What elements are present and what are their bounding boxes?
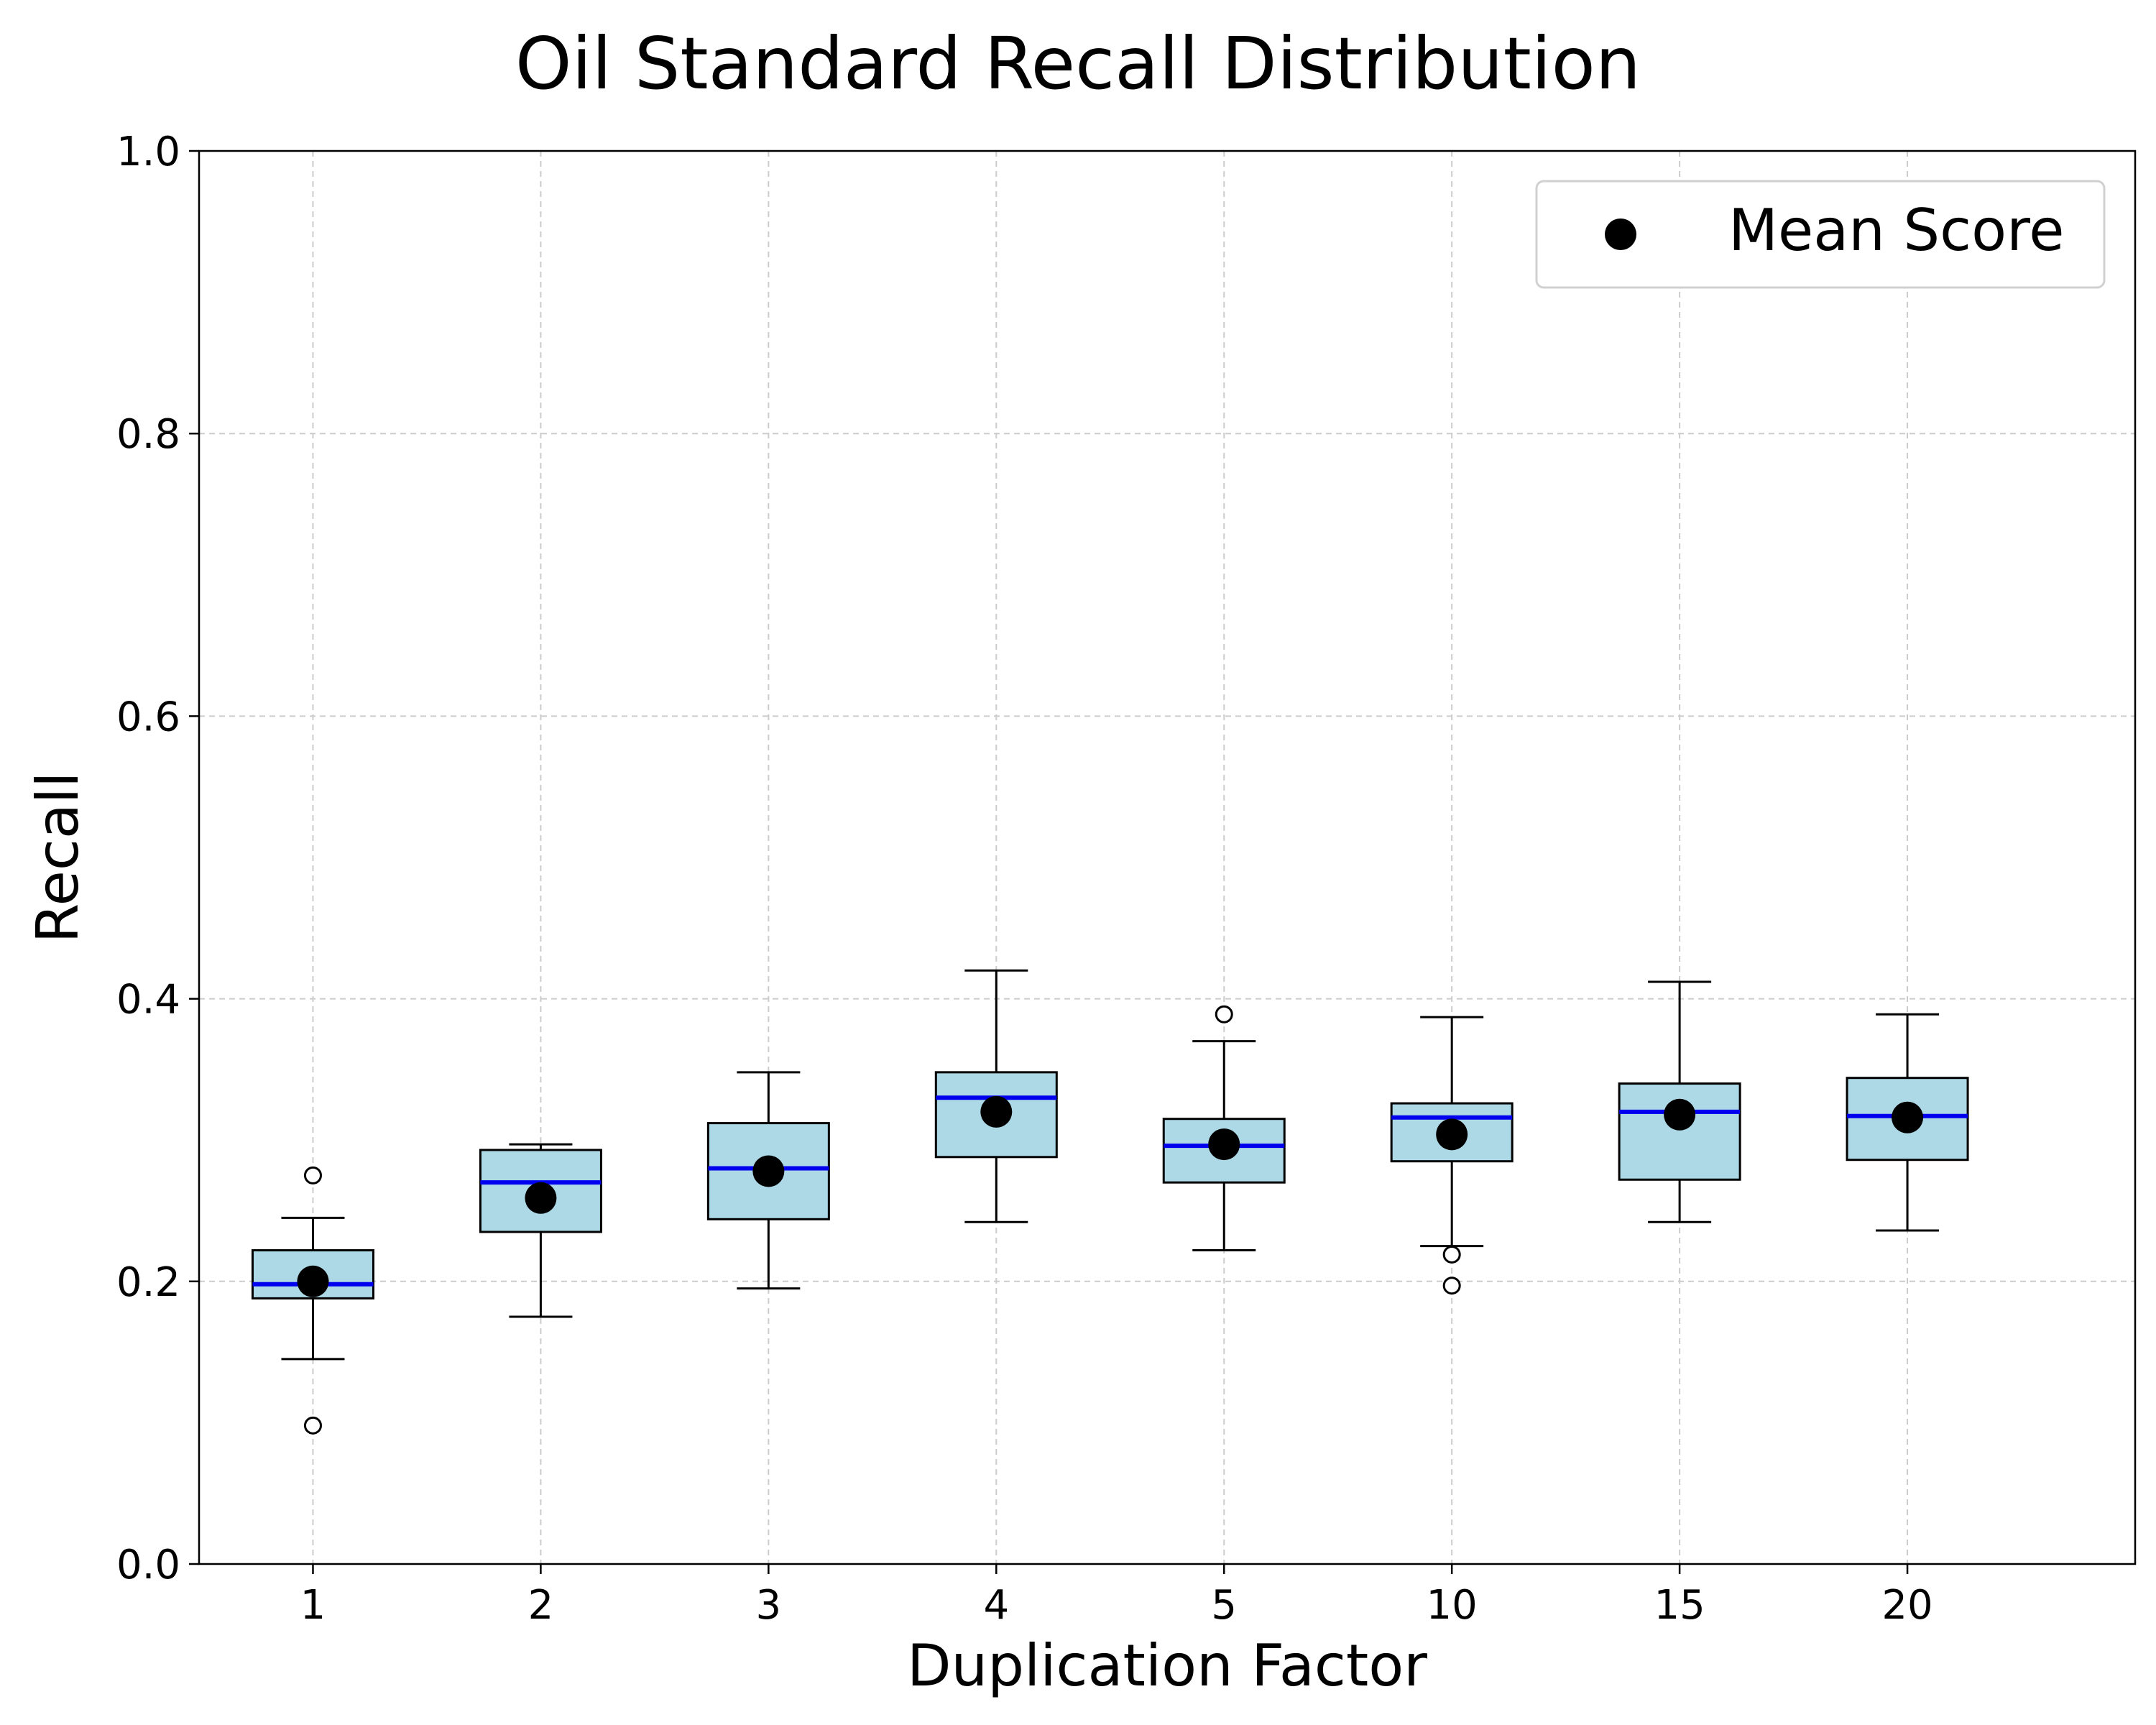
box-layer — [251, 969, 1969, 1435]
mean-marker — [752, 1155, 785, 1187]
mean-marker — [1436, 1118, 1468, 1151]
outlier-point — [1442, 1276, 1461, 1295]
chart-title: Oil Standard Recall Distribution — [515, 22, 1641, 106]
outlier-point — [1215, 1005, 1233, 1024]
legend-box — [1535, 180, 2106, 289]
box-iqr — [1618, 1082, 1741, 1181]
grid-layer — [199, 150, 2135, 1565]
x-tick-label: 5 — [1211, 1582, 1237, 1629]
mean-marker — [525, 1182, 557, 1214]
x-tick-label: 3 — [756, 1582, 782, 1629]
outlier-point — [1442, 1245, 1461, 1264]
x-tick-label: 4 — [983, 1582, 1009, 1629]
x-tick-label: 15 — [1654, 1582, 1705, 1629]
y-tick-label: 1.0 — [116, 129, 180, 175]
box-group-3 — [706, 1071, 830, 1290]
plot-frame — [198, 150, 2137, 1565]
y-tick-label: 0.2 — [116, 1259, 180, 1306]
outlier-point — [303, 1416, 322, 1435]
mean-marker — [297, 1265, 329, 1297]
box-group-5 — [1162, 1005, 1286, 1252]
box-group-10 — [1390, 1016, 1514, 1295]
box-group-1 — [251, 1166, 374, 1435]
mean-marker — [1664, 1098, 1696, 1131]
box-group-15 — [1618, 980, 1741, 1223]
y-tick-label: 0.6 — [116, 694, 180, 740]
box-group-2 — [479, 1143, 602, 1318]
box-group-20 — [1846, 1013, 1969, 1232]
x-tick-label: 2 — [528, 1582, 554, 1629]
outlier-point — [303, 1166, 322, 1184]
y-axis-label: Recall — [24, 772, 91, 944]
x-tick-label: 20 — [1881, 1582, 1932, 1629]
y-tick-label: 0.8 — [116, 411, 180, 458]
x-tick-label: 10 — [1427, 1582, 1478, 1629]
x-tick-label: 1 — [300, 1582, 326, 1629]
legend-mean-marker — [1605, 218, 1636, 250]
box-group-4 — [934, 969, 1058, 1223]
legend-label: Mean Score — [1728, 197, 2064, 264]
box-iqr — [706, 1122, 830, 1220]
y-tick-label: 0.4 — [116, 977, 180, 1024]
x-axis-label: Duplication Factor — [907, 1632, 1427, 1699]
mean-marker — [980, 1095, 1013, 1128]
tick-layer: 0.0 0.2 0.4 0.6 0.8 1.0 1 2 3 4 5 10 15 20 — [116, 129, 1933, 1629]
legend: Mean Score — [1535, 180, 2106, 289]
y-tick-label: 0.0 — [116, 1542, 180, 1588]
mean-marker — [1208, 1128, 1240, 1161]
mean-marker — [1892, 1101, 1924, 1133]
